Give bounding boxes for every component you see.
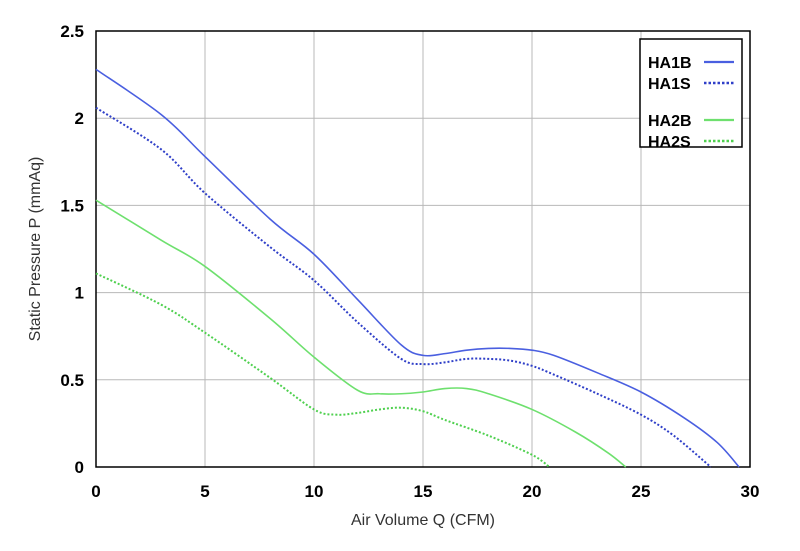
- x-tick-labels: 0 5 10 15 20 25 30: [91, 482, 759, 501]
- y-tick-label: 0.5: [60, 371, 84, 390]
- x-axis-label: Air Volume Q (CFM): [351, 512, 495, 529]
- legend-label-ha1s: HA1S: [648, 76, 691, 93]
- series-line-ha2b: [95, 199, 627, 468]
- legend-label-ha2b: HA2B: [648, 113, 692, 130]
- y-tick-label: 2.5: [60, 22, 84, 41]
- y-tick-label: 1: [75, 284, 84, 303]
- legend-label-ha2s: HA2S: [648, 134, 691, 151]
- y-tick-label: 0: [75, 458, 84, 477]
- series-line-ha1s: [95, 106, 712, 468]
- legend-label-ha1b: HA1B: [648, 55, 692, 72]
- y-tick-label: 1.5: [60, 196, 84, 215]
- x-tick-label: 15: [414, 482, 433, 501]
- series-line-ha1b: [95, 68, 740, 468]
- y-tick-labels: 0 0.5 1 1.5 2 2.5: [60, 22, 84, 477]
- y-axis-label: Static Pressure P (mmAq): [27, 157, 44, 342]
- legend-box: [639, 38, 743, 148]
- grid: [96, 31, 750, 467]
- x-tick-label: 10: [305, 482, 324, 501]
- plot-frame: [95, 30, 751, 468]
- y-tick-label: 2: [75, 109, 84, 128]
- x-tick-label: 30: [741, 482, 760, 501]
- x-tick-label: 5: [200, 482, 209, 501]
- legend: HA1B HA1S HA2B HA2S: [639, 38, 743, 151]
- x-tick-label: 0: [91, 482, 100, 501]
- series-line-ha2s: [95, 272, 551, 468]
- x-tick-label: 20: [523, 482, 542, 501]
- x-tick-label: 25: [632, 482, 651, 501]
- series-layer: [95, 68, 740, 468]
